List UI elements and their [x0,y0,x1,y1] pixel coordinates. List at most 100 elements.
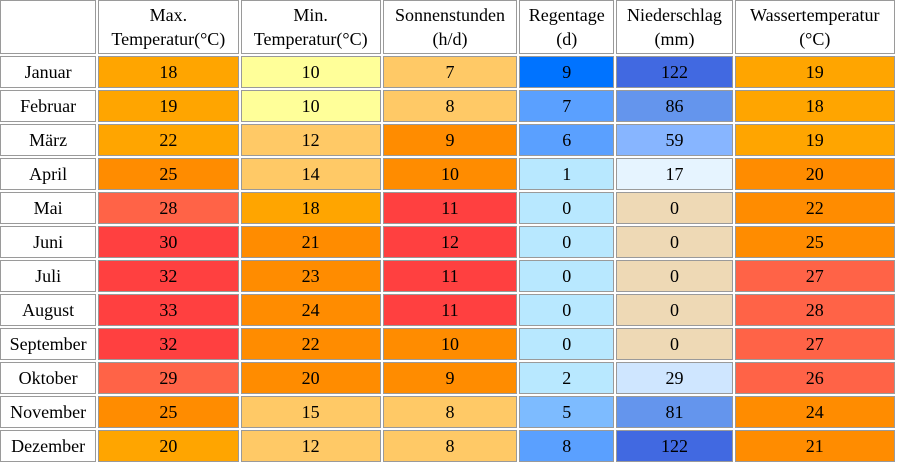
max-temperature-cell: 22 [98,124,239,156]
max-temperature-cell: 30 [98,226,239,258]
header-line2: (mm) [654,29,695,49]
month-label: Juni [0,226,97,258]
sunshine-hours-cell: 11 [382,260,518,292]
month-label: November [0,396,97,428]
header-line2: (d) [556,29,578,49]
rain-days-cell: 0 [519,260,615,292]
water-temperature-cell: 21 [734,430,895,462]
header-sunshine-hours: Sonnenstunden (h/d) [382,0,518,54]
table-body: Januar 18 10 7 9 122 19 Februar 19 10 8 7 86 18 März 22… [0,56,895,462]
max-temperature-cell: 28 [98,192,239,224]
header-line2: (h/d) [432,29,468,49]
header-row: Max. Temperatur(°C) Min. Temperatur(°C) So… [0,0,895,54]
header-line2: Temperatur(°C) [253,29,368,49]
table-row: Februar 19 10 8 7 86 18 [0,90,895,122]
min-temperature-cell: 23 [240,260,381,292]
water-temperature-cell: 22 [734,192,895,224]
month-label: Februar [0,90,97,122]
rain-days-cell: 2 [519,362,615,394]
header-precipitation: Niederschlag (mm) [616,0,733,54]
table-row: Dezember 20 12 8 8 122 21 [0,430,895,462]
water-temperature-cell: 19 [734,124,895,156]
sunshine-hours-cell: 10 [382,328,518,360]
sunshine-hours-cell: 8 [382,430,518,462]
water-temperature-cell: 28 [734,294,895,326]
rain-days-cell: 8 [519,430,615,462]
header-line1: Regentage [528,5,605,25]
sunshine-hours-cell: 12 [382,226,518,258]
corner-header-cell [0,0,97,54]
sunshine-hours-cell: 11 [382,294,518,326]
table-row: März 22 12 9 6 59 19 [0,124,895,156]
max-temperature-cell: 32 [98,260,239,292]
rain-days-cell: 0 [519,192,615,224]
water-temperature-cell: 20 [734,158,895,190]
water-temperature-cell: 27 [734,328,895,360]
month-label: Mai [0,192,97,224]
header-max-temperature: Max. Temperatur(°C) [98,0,239,54]
min-temperature-cell: 24 [240,294,381,326]
header-line1: Max. [149,5,188,25]
header-line1: Niederschlag [626,5,722,25]
water-temperature-cell: 19 [734,56,895,88]
month-label: Juli [0,260,97,292]
min-temperature-cell: 10 [240,56,381,88]
header-line1: Wassertemperatur [750,5,880,25]
header-line1: Min. [293,5,328,25]
precipitation-cell: 81 [616,396,733,428]
max-temperature-cell: 29 [98,362,239,394]
month-label: Januar [0,56,97,88]
precipitation-cell: 17 [616,158,733,190]
precipitation-cell: 0 [616,294,733,326]
precipitation-cell: 59 [616,124,733,156]
table-row: Januar 18 10 7 9 122 19 [0,56,895,88]
month-label: Dezember [0,430,97,462]
header-water-temperature: Wassertemperatur (°C) [734,0,895,54]
table-row: Oktober 29 20 9 2 29 26 [0,362,895,394]
water-temperature-cell: 18 [734,90,895,122]
water-temperature-cell: 26 [734,362,895,394]
table-row: April 25 14 10 1 17 20 [0,158,895,190]
table-row: Juni 30 21 12 0 0 25 [0,226,895,258]
table-row: Juli 32 23 11 0 0 27 [0,260,895,292]
header-min-temperature: Min. Temperatur(°C) [240,0,381,54]
rain-days-cell: 0 [519,328,615,360]
rain-days-cell: 9 [519,56,615,88]
min-temperature-cell: 10 [240,90,381,122]
sunshine-hours-cell: 9 [382,124,518,156]
water-temperature-cell: 27 [734,260,895,292]
water-temperature-cell: 25 [734,226,895,258]
min-temperature-cell: 20 [240,362,381,394]
precipitation-cell: 122 [616,430,733,462]
month-label: September [0,328,97,360]
rain-days-cell: 0 [519,294,615,326]
month-label: August [0,294,97,326]
header-line2: (°C) [799,29,831,49]
precipitation-cell: 0 [616,328,733,360]
table-row: September 32 22 10 0 0 27 [0,328,895,360]
sunshine-hours-cell: 9 [382,362,518,394]
rain-days-cell: 6 [519,124,615,156]
month-label: Oktober [0,362,97,394]
month-label: März [0,124,97,156]
header-rain-days: Regentage (d) [519,0,615,54]
month-label: April [0,158,97,190]
precipitation-cell: 29 [616,362,733,394]
max-temperature-cell: 25 [98,396,239,428]
max-temperature-cell: 18 [98,56,239,88]
min-temperature-cell: 18 [240,192,381,224]
rain-days-cell: 5 [519,396,615,428]
header-line2: Temperatur(°C) [111,29,226,49]
sunshine-hours-cell: 11 [382,192,518,224]
max-temperature-cell: 19 [98,90,239,122]
min-temperature-cell: 14 [240,158,381,190]
max-temperature-cell: 32 [98,328,239,360]
rain-days-cell: 1 [519,158,615,190]
rain-days-cell: 7 [519,90,615,122]
precipitation-cell: 0 [616,192,733,224]
sunshine-hours-cell: 7 [382,56,518,88]
precipitation-cell: 122 [616,56,733,88]
min-temperature-cell: 12 [240,430,381,462]
sunshine-hours-cell: 10 [382,158,518,190]
